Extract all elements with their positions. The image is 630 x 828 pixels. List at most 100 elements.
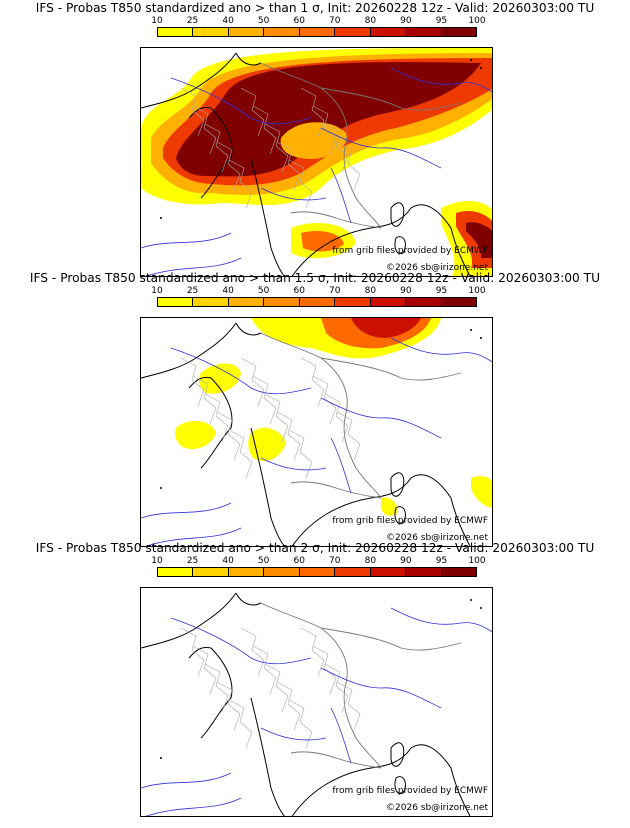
region-border [192, 375, 217, 425]
region-border [240, 87, 265, 137]
scale-tick-label: 70 [329, 16, 341, 26]
region-border [216, 681, 241, 731]
coastline [141, 52, 471, 276]
scale-tick-label: 90 [400, 16, 412, 26]
color-scale: 10 25 40 50 60 70 80 90 95 100 [151, 16, 486, 39]
region-border [192, 645, 217, 695]
island [470, 59, 472, 61]
scale-color-segment [193, 298, 229, 306]
scale-tick-label: 70 [329, 286, 341, 296]
river [141, 337, 492, 546]
scale-tick-label: 10 [151, 16, 163, 26]
probability-map-panel: IFS - Probas T850 standardized ano > tha… [0, 540, 630, 817]
country-borders [260, 62, 462, 229]
scale-tick-label: 95 [435, 286, 448, 296]
region-border [312, 375, 337, 425]
map-svg [141, 318, 492, 546]
scale-tick-label: 90 [400, 556, 412, 566]
source-credit: from grib files provided by ECMWF [332, 246, 488, 256]
region-border [228, 699, 253, 749]
region-border [252, 105, 277, 155]
coastline [141, 322, 471, 546]
copyright-credit: ©2026 sb@irizone.net [386, 263, 488, 273]
scale-color-segment [158, 28, 194, 36]
copyright-credit: ©2026 sb@irizone.net [386, 803, 488, 813]
scale-tick-label: 50 [257, 556, 270, 566]
scale-color-segment [370, 28, 407, 36]
region-border [204, 123, 229, 173]
prob-area [471, 476, 492, 508]
island [160, 757, 162, 759]
region-border [252, 375, 277, 425]
scale-tick-label: 70 [329, 556, 341, 566]
coastline [390, 472, 406, 525]
scale-tick-label: 25 [186, 16, 199, 26]
region-border [336, 141, 361, 191]
scale-color-segment [335, 568, 371, 576]
country-borders [260, 602, 462, 769]
map-area [140, 47, 493, 277]
scale-color-segment [441, 28, 476, 36]
scale-tick-label: 25 [186, 556, 199, 566]
prob-area [248, 427, 286, 462]
region-border [228, 159, 253, 209]
region-border [204, 663, 229, 713]
scale-tick-label: 95 [435, 556, 448, 566]
scale-color-segment [335, 28, 371, 36]
scale-color-segment [370, 298, 407, 306]
probability-map-panel: IFS - Probas T850 standardized ano > tha… [0, 0, 630, 277]
scale-tick-label: 40 [222, 16, 234, 26]
region-border [264, 663, 289, 713]
region-border [240, 357, 265, 407]
scale-color-segment [406, 28, 442, 36]
prob-area [198, 363, 241, 394]
island [160, 487, 162, 489]
scale-tick-label: 100 [468, 556, 486, 566]
scale-color-segment [406, 568, 442, 576]
scale-tick-label: 80 [364, 556, 377, 566]
map-svg [141, 48, 492, 276]
region-border [324, 123, 349, 173]
panel-title: IFS - Probas T850 standardized ano > tha… [35, 1, 595, 15]
scale-color-segment [441, 568, 476, 576]
prob-area [175, 421, 216, 450]
region-border [252, 645, 277, 695]
region-border [324, 393, 349, 443]
region-border [312, 645, 337, 695]
island [470, 599, 472, 601]
region-border [336, 411, 361, 461]
scale-color-segment [158, 298, 194, 306]
scale-color-segment [441, 298, 476, 306]
scale-tick-label: 60 [293, 286, 305, 296]
island [160, 217, 162, 219]
scale-tick-label: 90 [400, 286, 412, 296]
river [141, 67, 492, 276]
island [480, 67, 482, 69]
scale-tick-label: 40 [222, 556, 234, 566]
island [470, 329, 472, 331]
region-border [192, 105, 217, 155]
map-area [140, 317, 493, 547]
region-border [288, 159, 313, 209]
prob-area [351, 318, 421, 338]
scale-tick-label: 95 [435, 16, 448, 26]
color-scale: 10 25 40 50 60 70 80 90 95 100 [151, 286, 486, 309]
river [141, 607, 492, 816]
scale-color-segment [299, 568, 336, 576]
scale-tick-label: 50 [257, 16, 270, 26]
scale-color-segment [406, 298, 442, 306]
scale-color-segment [158, 568, 194, 576]
region-border [300, 87, 325, 137]
prob-area [466, 222, 492, 258]
map-svg [141, 592, 492, 816]
country-borders [260, 332, 462, 499]
region-border [288, 429, 313, 479]
coastline [390, 742, 406, 795]
scale-color-segment [299, 28, 336, 36]
probability-map-panel: IFS - Probas T850 standardized ano > tha… [0, 270, 630, 547]
scale-color-segment [228, 298, 265, 306]
panel-title: IFS - Probas T850 standardized ano > tha… [29, 271, 601, 285]
panel-title: IFS - Probas T850 standardized ano > tha… [35, 541, 595, 555]
prob-area [381, 497, 398, 516]
scale-color-segment [335, 298, 371, 306]
